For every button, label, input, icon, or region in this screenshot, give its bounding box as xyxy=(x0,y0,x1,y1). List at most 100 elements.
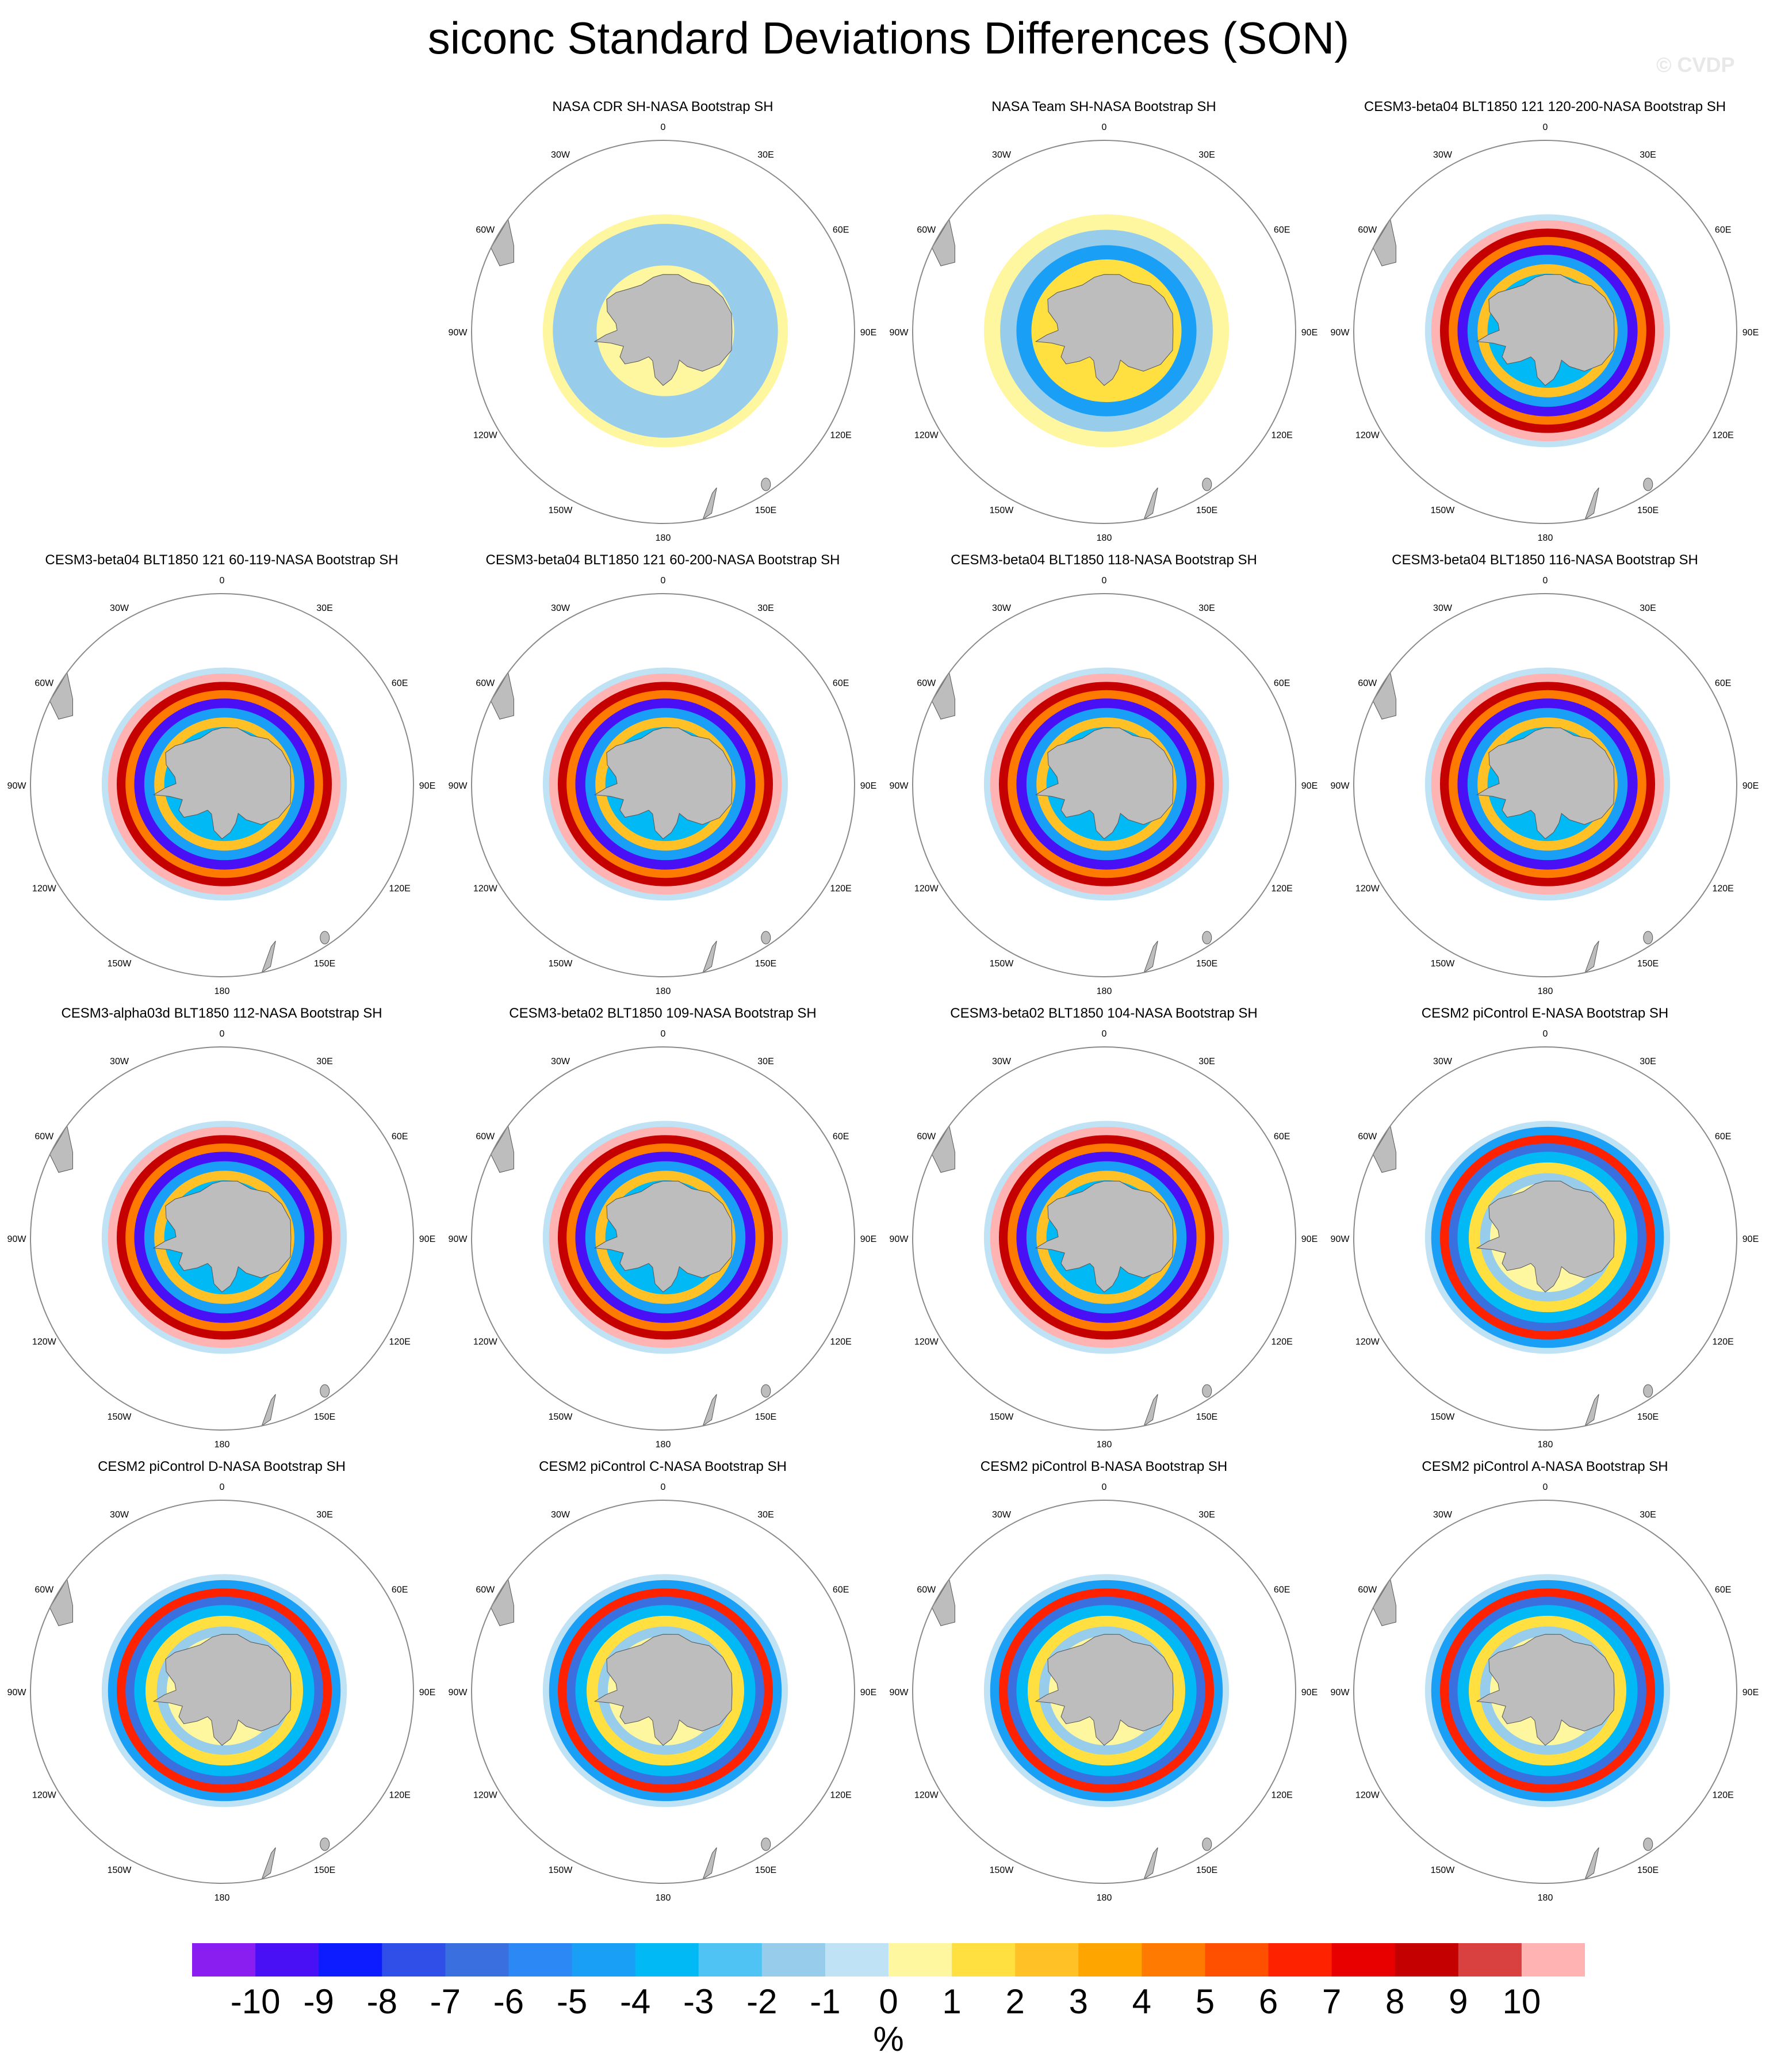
new-zealand-landmass xyxy=(1584,487,1599,521)
new-zealand-landmass xyxy=(1584,1847,1599,1880)
longitude-label: 30W xyxy=(110,603,129,613)
longitude-label: 120E xyxy=(389,1337,410,1347)
longitude-label: 120E xyxy=(830,884,851,894)
longitude-label: 30W xyxy=(1433,150,1453,160)
longitude-label: 120E xyxy=(1712,1791,1733,1800)
panel-title: NASA Team SH-NASA Bootstrap SH xyxy=(991,99,1216,114)
antarctica-landmass xyxy=(1035,1180,1174,1293)
map-boundary xyxy=(1353,1500,1737,1884)
colorbar-swatch xyxy=(1015,1943,1079,1977)
colorbar-swatch xyxy=(319,1943,382,1977)
south-america-landmass xyxy=(491,218,514,266)
longitude-label: 60E xyxy=(1715,225,1731,235)
longitude-label: 180 xyxy=(1097,533,1112,543)
colorbar-tick-label: -3 xyxy=(683,1982,714,2021)
longitude-label: 60E xyxy=(1274,1585,1290,1595)
longitude-label: 180 xyxy=(1097,987,1112,996)
longitude-label: 150W xyxy=(1431,959,1456,969)
longitude-label: 150E xyxy=(1637,959,1659,969)
longitude-label: 150W xyxy=(549,1412,573,1422)
map-boundary xyxy=(912,1500,1296,1884)
longitude-label: 30E xyxy=(1640,1510,1656,1520)
map-panel: NASA CDR SH-NASA Bootstrap SH 0 30E 60E 90E 1… xyxy=(441,98,884,551)
longitude-label: 90W xyxy=(890,328,909,338)
map-panel: NASA Team SH-NASA Bootstrap SH 0 30E 60E 90E… xyxy=(882,98,1326,551)
longitude-label: 0 xyxy=(220,1029,225,1039)
longitude-label: 150W xyxy=(108,959,132,969)
panel-title: CESM3-beta04 BLT1850 121 60-200-NASA Boo… xyxy=(485,552,840,568)
colorbar-swatch xyxy=(1205,1943,1269,1977)
longitude-label: 30E xyxy=(757,1057,773,1066)
tasmania-landmass xyxy=(761,477,771,491)
tasmania-landmass xyxy=(1202,931,1212,945)
south-america-landmass xyxy=(49,1578,73,1626)
new-zealand-landmass xyxy=(702,1847,717,1880)
polar-map: 0 30E 60E 90E 120E 150E 180 150W 120W 90W 60W 30W xyxy=(7,1029,436,1450)
polar-map: 0 30E 60E 90E 120E 150E 180 150W 120W 90W 60W 30W xyxy=(890,576,1318,996)
south-america-landmass xyxy=(1373,1578,1396,1626)
tasmania-landmass xyxy=(320,1384,330,1398)
new-zealand-landmass xyxy=(1584,1394,1599,1427)
longitude-label: 0 xyxy=(1543,1029,1548,1039)
colorbar-units: % xyxy=(873,2020,904,2058)
longitude-label: 60E xyxy=(1274,225,1290,235)
longitude-label: 30W xyxy=(551,603,570,613)
panel-title: CESM3-beta04 BLT1850 121 120-200-NASA Bo… xyxy=(1364,99,1726,114)
map-panel: CESM2 piControl D-NASA Bootstrap SH 0 30E 6… xyxy=(0,1458,443,1911)
tasmania-landmass xyxy=(1643,931,1653,945)
colorbar-tick-label: -8 xyxy=(366,1982,397,2021)
longitude-label: 60E xyxy=(833,1585,849,1595)
colorbar-swatch xyxy=(888,1943,952,1977)
longitude-label: 90E xyxy=(1742,1234,1759,1244)
antarctica-landmass xyxy=(1476,1180,1615,1293)
map-boundary xyxy=(471,1500,855,1884)
south-america-landmass xyxy=(1373,671,1396,720)
longitude-label: 60E xyxy=(1715,1132,1731,1142)
longitude-label: 150W xyxy=(990,1865,1014,1875)
tasmania-landmass xyxy=(1643,1837,1653,1851)
longitude-label: 30W xyxy=(110,1057,129,1066)
longitude-label: 0 xyxy=(661,576,666,586)
longitude-label: 90W xyxy=(7,1688,27,1698)
map-boundary xyxy=(471,140,855,524)
panel-title: CESM2 piControl B-NASA Bootstrap SH xyxy=(980,1459,1228,1474)
new-zealand-landmass xyxy=(1143,1847,1158,1880)
map-panel: CESM3-beta02 BLT1850 104-NASA Bootstrap … xyxy=(882,1004,1326,1458)
map-panel: CESM2 piControl A-NASA Bootstrap SH 0 30E 6… xyxy=(1323,1458,1767,1911)
longitude-label: 60W xyxy=(35,1132,54,1142)
map-boundary xyxy=(912,1046,1296,1431)
longitude-label: 0 xyxy=(661,1029,666,1039)
longitude-label: 150W xyxy=(108,1412,132,1422)
longitude-label: 60E xyxy=(833,225,849,235)
south-america-landmass xyxy=(932,1578,955,1626)
panel-title: CESM3-beta02 BLT1850 104-NASA Bootstrap … xyxy=(950,1006,1258,1021)
longitude-label: 60W xyxy=(476,679,495,689)
map-boundary xyxy=(471,1046,855,1431)
longitude-label: 30W xyxy=(551,1510,570,1520)
longitude-label: 30E xyxy=(757,1510,773,1520)
antarctica-landmass xyxy=(152,1634,292,1746)
longitude-label: 60W xyxy=(917,1132,936,1142)
longitude-label: 120E xyxy=(830,1337,851,1347)
colorbar-tick-label: 3 xyxy=(1069,1982,1088,2021)
south-america-landmass xyxy=(932,1125,955,1173)
colorbar-tick-label: 2 xyxy=(1005,1982,1025,2021)
longitude-label: 60W xyxy=(35,679,54,689)
longitude-label: 30W xyxy=(110,1510,129,1520)
colorbar-tick-label: 5 xyxy=(1195,1982,1215,2021)
longitude-label: 180 xyxy=(656,1440,671,1450)
map-panel: CESM3-alpha03d BLT1850 112-NASA Bootstra… xyxy=(0,1004,443,1458)
longitude-label: 0 xyxy=(1543,1482,1548,1492)
longitude-label: 120W xyxy=(1355,1337,1380,1347)
colorbar-tick-label: -10 xyxy=(230,1982,281,2021)
longitude-label: 150E xyxy=(314,1865,335,1875)
longitude-label: 150W xyxy=(1431,1412,1456,1422)
new-zealand-landmass xyxy=(1143,487,1158,521)
polar-map: 0 30E 60E 90E 120E 150E 180 150W 120W 90W 60W 30W xyxy=(449,123,877,543)
colorbar-swatch xyxy=(382,1943,446,1977)
longitude-label: 30E xyxy=(757,150,773,160)
longitude-label: 90E xyxy=(860,1688,876,1698)
longitude-label: 60E xyxy=(392,1132,408,1142)
watermark: © CVDP xyxy=(1656,53,1735,77)
longitude-label: 30E xyxy=(316,603,332,613)
